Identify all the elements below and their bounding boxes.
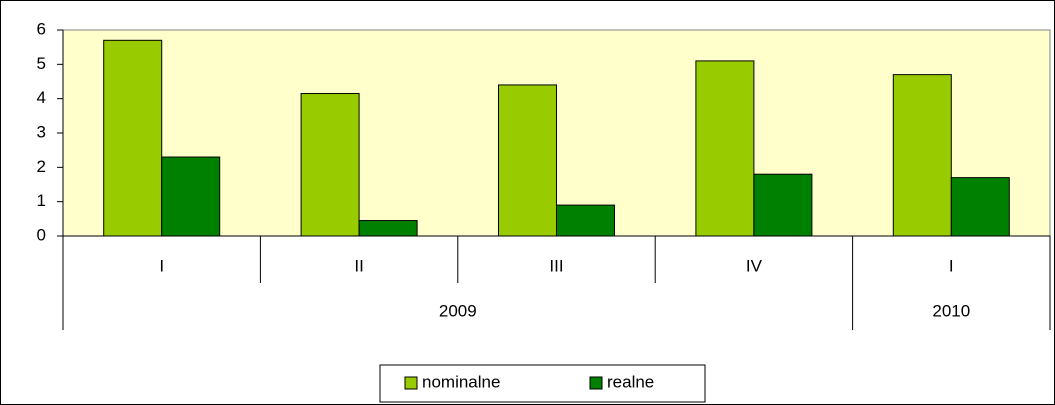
legend-label: realne (607, 372, 654, 391)
group-label: 2009 (439, 301, 477, 320)
y-tick-label: 4 (37, 88, 46, 107)
legend-swatch (404, 376, 418, 390)
legend-box (379, 364, 706, 403)
y-tick-label: 6 (37, 19, 46, 38)
y-tick-label: 0 (37, 225, 46, 244)
bar (556, 204, 615, 237)
bar (892, 74, 952, 237)
group-label: 2010 (932, 301, 970, 320)
x-tick-label: I (159, 256, 164, 275)
bar (950, 177, 1010, 237)
bar (753, 173, 813, 237)
x-tick-label: I (949, 256, 954, 275)
bar (358, 220, 418, 237)
bar (498, 84, 557, 237)
bar (161, 156, 221, 237)
y-tick-label: 5 (37, 54, 46, 73)
x-tick-label: II (354, 256, 363, 275)
bar (103, 39, 163, 237)
y-tick-label: 2 (37, 157, 46, 176)
y-tick-label: 3 (37, 122, 46, 141)
x-tick-label: III (549, 256, 563, 275)
y-tick-label: 1 (37, 191, 46, 210)
bar (695, 60, 755, 237)
x-tick-label: IV (746, 256, 763, 275)
bar (300, 93, 360, 237)
legend-label: nominalne (422, 372, 500, 391)
legend-swatch (589, 376, 603, 390)
